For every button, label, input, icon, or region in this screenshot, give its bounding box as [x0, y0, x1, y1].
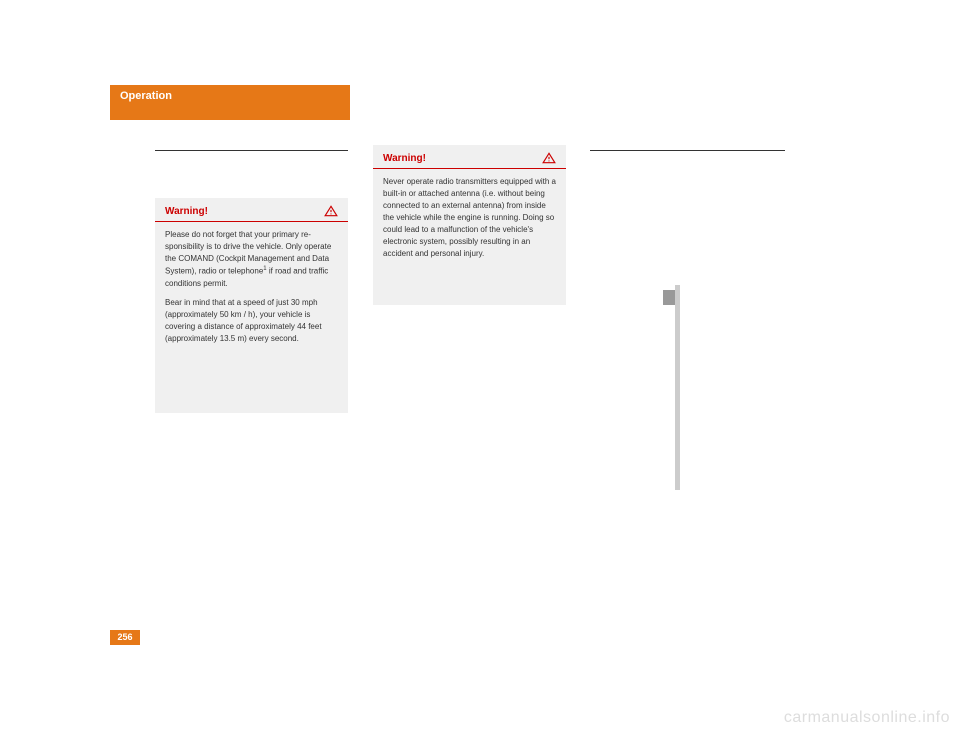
warning-title: Warning!: [383, 153, 426, 164]
side-index-marker: [663, 290, 675, 305]
warning-body: Please do not forget that your primary r…: [155, 222, 348, 359]
warning-box-1: Warning! Please do not forget that your …: [155, 198, 348, 413]
section-header-tab: Operation: [110, 85, 350, 120]
warning-text: Never operate radio transmitters equippe…: [383, 176, 556, 260]
warning-triangle-icon: [324, 205, 338, 217]
page-number: 256: [110, 630, 140, 645]
section-title: Operation: [110, 85, 350, 107]
warning-header: Warning!: [373, 145, 566, 169]
warning-text: Bear in mind that at a speed of just 30 …: [165, 297, 338, 345]
warning-text: Please do not forget that your primary r…: [165, 229, 338, 290]
watermark-text: carmanualsonline.info: [784, 709, 950, 727]
divider-line: [155, 150, 348, 151]
warning-body: Never operate radio transmitters equippe…: [373, 169, 566, 274]
divider-line: [590, 150, 785, 151]
manual-page: Operation Warning! Please do not forget …: [110, 85, 850, 645]
side-index-bar: [675, 285, 680, 490]
warning-header: Warning!: [155, 198, 348, 222]
warning-title: Warning!: [165, 206, 208, 217]
warning-box-2: Warning! Never operate radio transmitter…: [373, 145, 566, 305]
warning-triangle-icon: [542, 152, 556, 164]
